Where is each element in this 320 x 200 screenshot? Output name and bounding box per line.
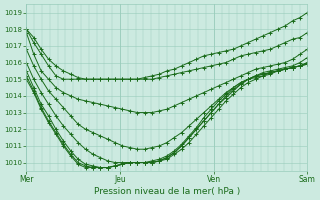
- X-axis label: Pression niveau de la mer( hPa ): Pression niveau de la mer( hPa ): [94, 187, 240, 196]
